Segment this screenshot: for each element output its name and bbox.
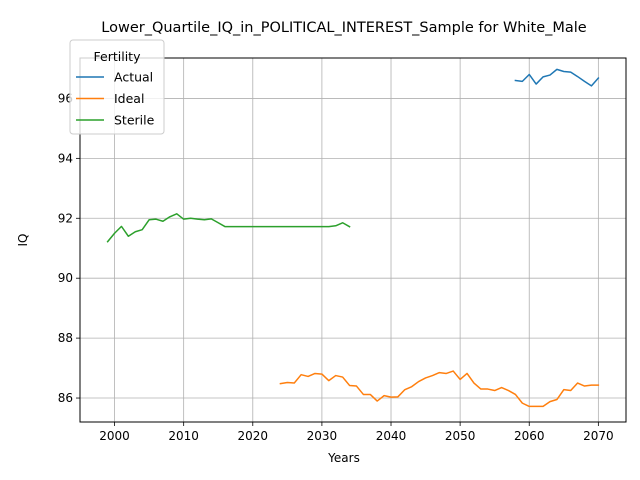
legend: Fertility Actual Ideal Sterile [69,39,165,135]
x-tick-label: 2030 [307,429,338,443]
series-line-ideal [279,370,600,408]
grid [80,58,626,422]
x-tick-label: 2000 [99,429,130,443]
y-axis-label: IQ [16,234,30,247]
x-tick-label: 2060 [514,429,545,443]
legend-label-sterile: Sterile [114,113,155,128]
x-axis: 2000 2010 2020 2030 2040 2050 2060 2070 [99,422,614,443]
plot-area-frame [79,57,627,423]
x-tick-label: 2050 [445,429,476,443]
x-tick-label: 2040 [376,429,407,443]
y-axis: 86 88 90 92 94 96 [58,91,80,405]
legend-title: Fertility [94,49,142,64]
legend-box [69,39,165,135]
x-tick-label: 2010 [168,429,199,443]
chart-title: Lower_Quartile_IQ_in_POLITICAL_INTEREST_… [101,20,587,36]
x-axis-label: Years [327,451,360,465]
legend-label-actual: Actual [114,70,153,85]
x-tick-label: 2070 [583,429,614,443]
y-tick-label: 88 [58,331,73,345]
legend-label-ideal: Ideal [114,91,144,106]
y-tick-label: 90 [58,271,73,285]
x-tick-label: 2020 [238,429,269,443]
series-line-sterile [106,213,351,243]
y-tick-label: 96 [58,91,73,105]
y-tick-label: 92 [58,211,73,225]
y-tick-label: 94 [58,151,73,165]
y-tick-label: 86 [58,391,73,405]
series-group [106,68,600,408]
series-line-actual [514,68,600,87]
